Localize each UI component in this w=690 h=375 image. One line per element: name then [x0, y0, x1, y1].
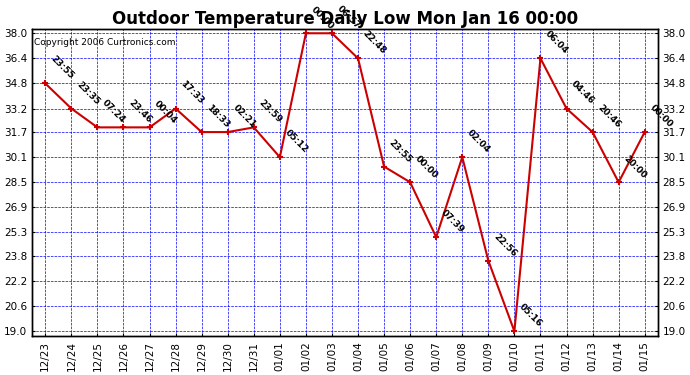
Text: 18:33: 18:33 — [205, 103, 231, 130]
Text: 17:33: 17:33 — [179, 80, 206, 106]
Text: 02:21: 02:21 — [231, 103, 257, 130]
Text: 23:59: 23:59 — [257, 98, 284, 125]
Title: Outdoor Temperature Daily Low Mon Jan 16 00:00: Outdoor Temperature Daily Low Mon Jan 16… — [112, 10, 578, 28]
Text: 00:00: 00:00 — [309, 4, 335, 31]
Text: 23:35: 23:35 — [75, 80, 101, 106]
Text: 06:04: 06:04 — [544, 30, 570, 56]
Text: 07:39: 07:39 — [440, 208, 466, 235]
Text: 00:00: 00:00 — [648, 104, 674, 130]
Text: 23:55: 23:55 — [387, 138, 414, 164]
Text: 05:16: 05:16 — [518, 302, 544, 329]
Text: 22:56: 22:56 — [491, 232, 518, 258]
Text: 23:55: 23:55 — [48, 54, 75, 81]
Text: 04:46: 04:46 — [570, 80, 596, 106]
Text: 05:12: 05:12 — [283, 128, 310, 155]
Text: 23:46: 23:46 — [127, 98, 153, 125]
Text: Copyright 2006 Curtronics.com: Copyright 2006 Curtronics.com — [34, 38, 175, 47]
Text: 22:48: 22:48 — [361, 29, 388, 56]
Text: 02:04: 02:04 — [465, 128, 492, 155]
Text: 00:00: 00:00 — [413, 154, 440, 180]
Text: 20:46: 20:46 — [595, 103, 622, 130]
Text: 07:24: 07:24 — [101, 98, 127, 125]
Text: 20:00: 20:00 — [622, 154, 648, 180]
Text: 06:57: 06:57 — [335, 4, 362, 31]
Text: 00:04: 00:04 — [152, 99, 179, 125]
